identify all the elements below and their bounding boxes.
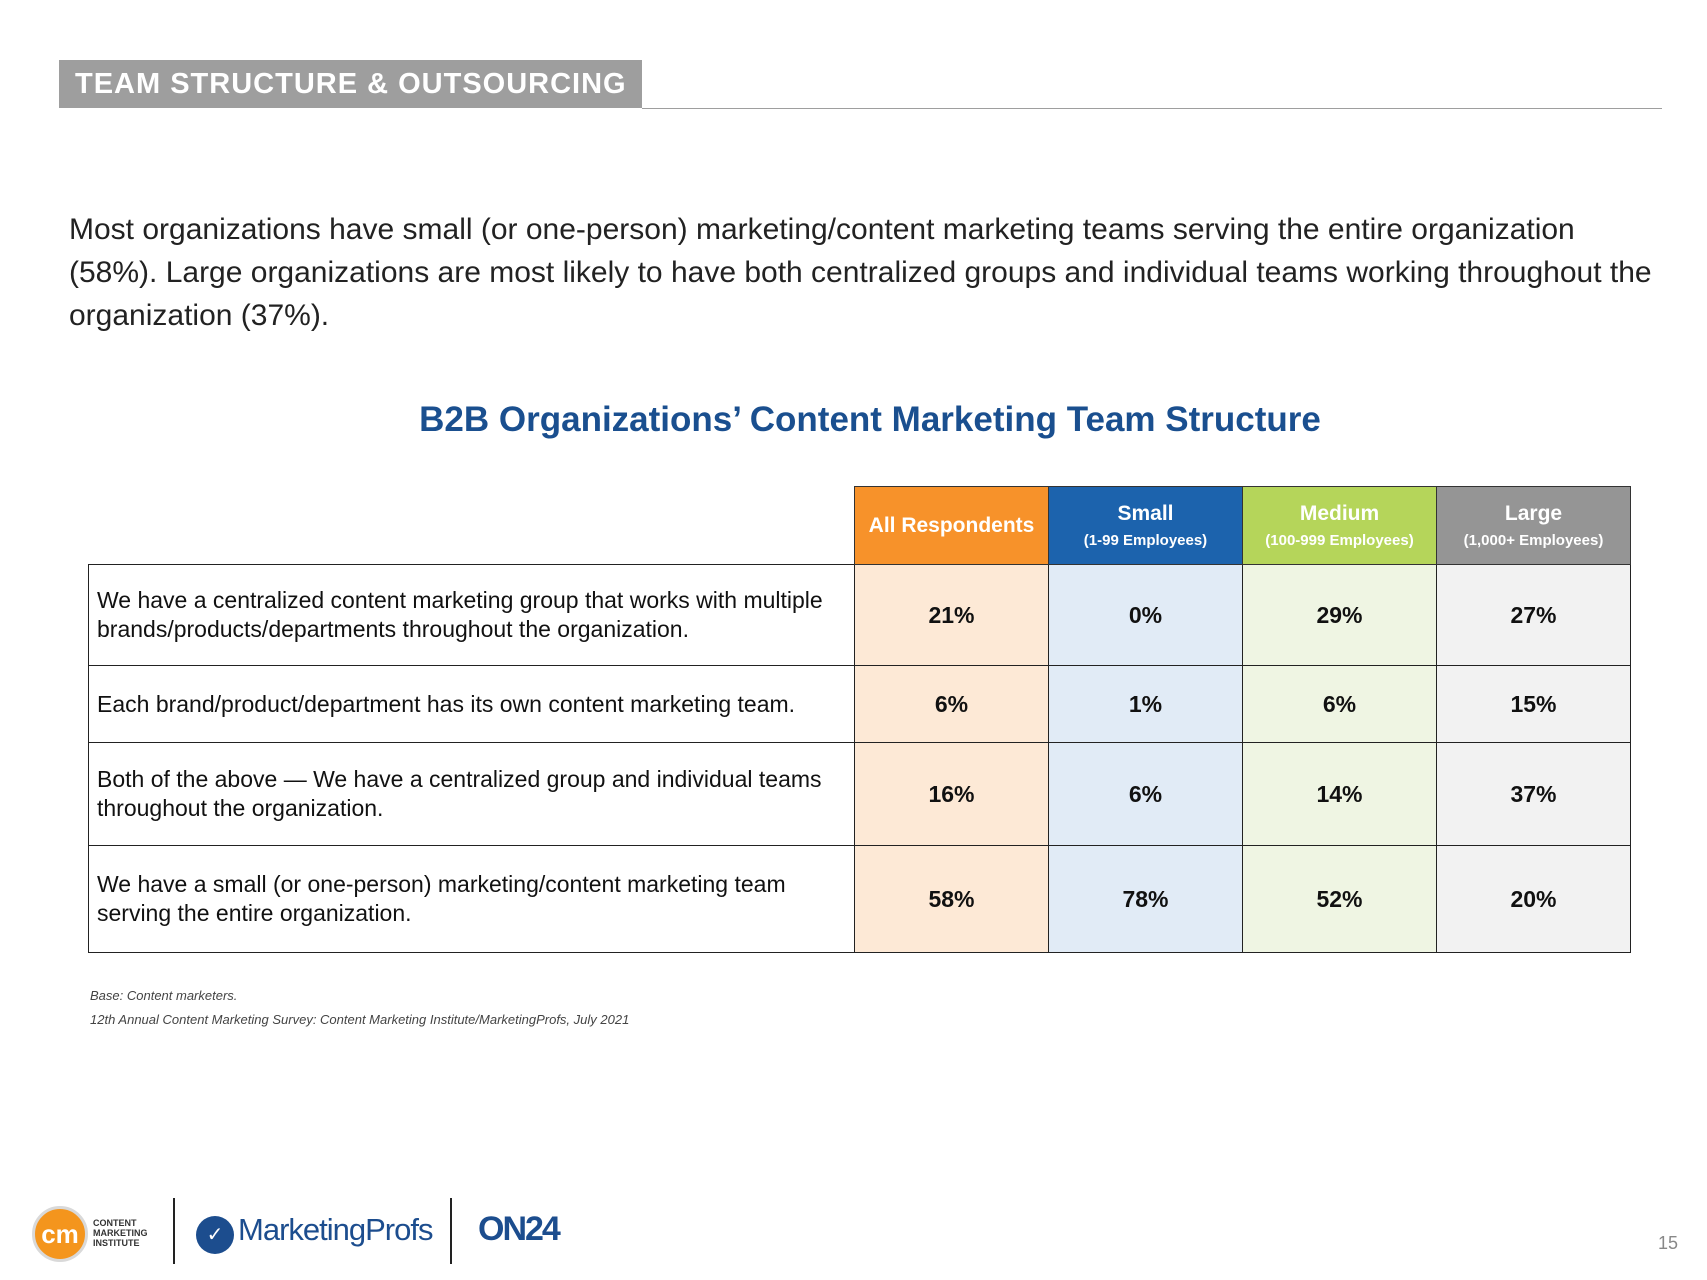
page-number: 15 bbox=[1658, 1233, 1679, 1253]
table-row: We have a small (or one-person) marketin… bbox=[88, 845, 1631, 953]
team-structure-table: All Respondents Small (1-99 Employees) M… bbox=[88, 486, 1631, 953]
intro-paragraph: Most organizations have small (or one-pe… bbox=[69, 213, 1652, 332]
cmi-logo-icon: cm bbox=[32, 1206, 88, 1262]
header-corner bbox=[89, 487, 855, 565]
table-row: We have a centralized content marketing … bbox=[88, 564, 1631, 666]
sponsor-logos: cm CONTENT MARKETING INSTITUTE ✓ Marketi… bbox=[32, 1198, 592, 1268]
cmi-logo-line: INSTITUTE bbox=[93, 1238, 140, 1248]
marketingprofs-logo-icon: ✓ bbox=[196, 1216, 234, 1254]
value-cell: 37% bbox=[1436, 742, 1631, 846]
col-header-label: Small bbox=[1117, 502, 1174, 525]
col-header-label: All Respondents bbox=[868, 513, 1035, 537]
marketingprofs-logo: MarketingProfs bbox=[238, 1212, 433, 1247]
value-cell: 6% bbox=[854, 665, 1049, 743]
row-label: Each brand/product/department has its ow… bbox=[88, 665, 855, 743]
value-cell: 58% bbox=[854, 845, 1049, 953]
row-label: We have a centralized content marketing … bbox=[88, 564, 855, 666]
col-header-sublabel: (1,000+ Employees) bbox=[1463, 532, 1604, 549]
value-cell: 1% bbox=[1048, 665, 1243, 743]
footnote-source: 12th Annual Content Marketing Survey: Co… bbox=[90, 1012, 630, 1027]
col-header-sublabel: (100-999 Employees) bbox=[1265, 532, 1414, 549]
col-header-medium: Medium (100-999 Employees) bbox=[1242, 486, 1437, 565]
value-cell: 29% bbox=[1242, 564, 1437, 666]
footnote-base: Base: Content marketers. bbox=[90, 988, 238, 1003]
cmi-logo-line: CONTENT bbox=[93, 1218, 137, 1228]
value-cell: 27% bbox=[1436, 564, 1631, 666]
col-header-sublabel: (1-99 Employees) bbox=[1083, 532, 1208, 549]
value-cell: 16% bbox=[854, 742, 1049, 846]
col-header-label: Large bbox=[1504, 502, 1563, 525]
on24-logo-text: ON24 bbox=[478, 1210, 561, 1248]
section-divider bbox=[642, 108, 1662, 109]
table-row: Each brand/product/department has its ow… bbox=[88, 665, 1631, 743]
row-label: Both of the above — We have a centralize… bbox=[88, 742, 855, 846]
value-cell: 78% bbox=[1048, 845, 1243, 953]
value-cell: 14% bbox=[1242, 742, 1437, 846]
logo-divider bbox=[450, 1198, 452, 1264]
logo-divider bbox=[173, 1198, 175, 1264]
value-cell: 0% bbox=[1048, 564, 1243, 666]
chart-title: B2B Organizations’ Content Marketing Tea… bbox=[419, 400, 1321, 439]
col-header-all: All Respondents bbox=[854, 486, 1049, 565]
on24-logo: ON24 bbox=[478, 1210, 561, 1249]
table-row: Both of the above — We have a centralize… bbox=[88, 742, 1631, 846]
col-header-large: Large (1,000+ Employees) bbox=[1436, 486, 1631, 565]
value-cell: 52% bbox=[1242, 845, 1437, 953]
value-cell: 21% bbox=[854, 564, 1049, 666]
col-header-label: Medium bbox=[1299, 502, 1380, 525]
value-cell: 6% bbox=[1242, 665, 1437, 743]
col-header-small: Small (1-99 Employees) bbox=[1048, 486, 1243, 565]
section-title: TEAM STRUCTURE & OUTSOURCING bbox=[59, 60, 642, 108]
cmi-logo-text: CONTENT MARKETING INSTITUTE bbox=[93, 1218, 148, 1248]
value-cell: 6% bbox=[1048, 742, 1243, 846]
value-cell: 20% bbox=[1436, 845, 1631, 953]
value-cell: 15% bbox=[1436, 665, 1631, 743]
cmi-logo-line: MARKETING bbox=[93, 1228, 148, 1238]
row-label: We have a small (or one-person) marketin… bbox=[88, 845, 855, 953]
